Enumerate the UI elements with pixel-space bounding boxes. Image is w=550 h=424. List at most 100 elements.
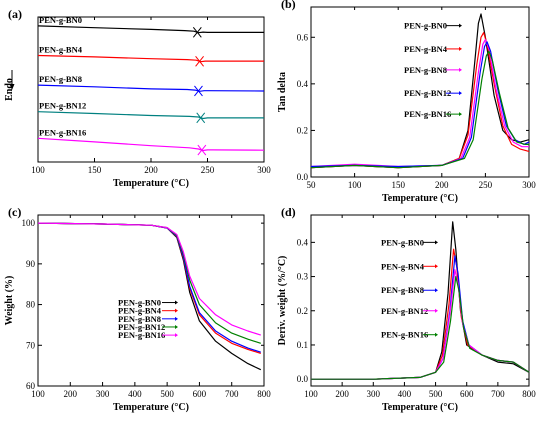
x-tick-label: 200 (144, 165, 158, 175)
series-label: PEN-g-BN0 (39, 15, 82, 25)
x-tick-label: 100 (304, 389, 318, 399)
y-tick-label: 90 (26, 259, 36, 269)
x-tick-label: 600 (460, 389, 474, 399)
x-tick-label: 700 (225, 389, 239, 399)
legend-arrowhead (435, 264, 438, 269)
y-tick-label: 0.4 (297, 237, 309, 247)
legend-arrowhead (435, 288, 438, 293)
legend-arrowhead (459, 46, 462, 51)
y-axis-label: Deriv. weight (%/°C) (277, 256, 288, 346)
x-tick-label: 700 (491, 389, 505, 399)
x-tick-label: 100 (31, 389, 45, 399)
x-axis-label: Temperature (°C) (382, 193, 458, 204)
y-tick-label: 0.2 (297, 125, 308, 135)
legend-label: PEN-g-BN4 (118, 306, 162, 316)
plot-frame (310, 214, 530, 387)
panel-label: (a) (8, 7, 22, 21)
legend-arrowhead (459, 67, 462, 72)
series-line-pen-g-bn4 (37, 54, 264, 63)
endo-arrowhead (9, 84, 15, 90)
x-axis-label: Temperature (°C) (113, 178, 189, 189)
series-line-pen-g-bn16 (310, 50, 529, 169)
y-tick-label: 60 (26, 381, 36, 391)
y-tick-label: 0.1 (297, 340, 308, 350)
x-tick-label: 100 (348, 180, 362, 190)
tangent-marker (196, 112, 206, 124)
series-label: PEN-g-BN8 (39, 74, 82, 84)
x-tick-label: 150 (88, 165, 102, 175)
x-tick-label: 100 (31, 165, 45, 175)
series-line-pen-g-bn12 (37, 111, 264, 120)
y-tick-label: 0.3 (297, 272, 309, 282)
series-line-pen-g-bn16 (37, 137, 265, 152)
legend-arrowhead (435, 308, 438, 313)
x-tick-label: 400 (398, 389, 412, 399)
x-tick-label: 200 (435, 180, 449, 190)
x-tick-label: 800 (257, 389, 271, 399)
legend-label: PEN-g-BN0 (118, 298, 161, 308)
tangent-marker (195, 56, 204, 67)
legend-label: PEN-g-BN12 (381, 306, 428, 316)
y-axis-label: Tan delta (277, 72, 288, 112)
panel-label: (c) (8, 205, 21, 219)
tangent-marker (197, 144, 207, 156)
x-tick-label: 600 (193, 389, 207, 399)
series-line-pen-g-bn0 (37, 222, 262, 371)
x-tick-label: 300 (96, 389, 110, 399)
legend-arrowhead (459, 112, 462, 117)
legend-label: PEN-g-BN16 (404, 109, 451, 119)
x-tick-label: 200 (335, 389, 349, 399)
legend-arrowhead (175, 308, 178, 313)
plot-frame (310, 6, 530, 178)
x-tick-label: 150 (391, 180, 405, 190)
x-tick-label: 200 (64, 389, 78, 399)
legend-arrowhead (175, 300, 178, 305)
panel-label: (b) (281, 0, 296, 11)
y-tick-label: 100 (22, 218, 36, 228)
y-tick-label: 70 (26, 340, 36, 350)
series-line-pen-g-bn16 (311, 276, 530, 380)
y-tick-label: 0.6 (297, 32, 309, 42)
series-line-pen-g-bn8 (311, 255, 530, 380)
series-label: PEN-g-BN16 (39, 127, 86, 137)
tangent-marker (192, 27, 202, 38)
x-tick-label: 300 (522, 180, 536, 190)
legend-label: PEN-g-BN12 (404, 88, 451, 98)
legend-arrowhead (175, 324, 178, 329)
y-tick-label: 0.0 (297, 374, 309, 384)
legend-label: PEN-g-BN8 (118, 314, 161, 324)
x-tick-label: 300 (367, 389, 381, 399)
x-axis-label: Temperature (°C) (113, 402, 189, 413)
y-axis-label: Weight (%) (4, 276, 15, 326)
x-tick-label: 800 (522, 389, 536, 399)
legend-label: PEN-g-BN4 (404, 44, 448, 54)
legend-arrowhead (175, 333, 178, 338)
legend-label: PEN-g-BN4 (381, 261, 425, 271)
legend-label: PEN-g-BN12 (118, 322, 165, 332)
series-line-pen-g-bn0 (37, 25, 264, 34)
x-tick-label: 250 (479, 180, 493, 190)
x-tick-label: 500 (429, 389, 443, 399)
legend-arrowhead (435, 332, 438, 337)
series-label: PEN-g-BN4 (39, 44, 83, 54)
plot-frame (37, 214, 265, 387)
chart-panel-3: 100 200 300 400 500 600 700 80060708090100(c)Te… (4, 205, 271, 413)
legend-arrowhead (459, 23, 462, 28)
series-line-pen-g-bn8 (37, 84, 265, 92)
legend-arrowhead (175, 316, 178, 321)
legend-label: PEN-g-BN16 (118, 330, 165, 340)
legend-label: PEN-g-BN16 (381, 330, 428, 340)
series-label: PEN-g-BN12 (39, 101, 86, 111)
legend-label: PEN-g-BN8 (404, 65, 447, 75)
legend-arrowhead (459, 91, 462, 96)
legend-arrowhead (435, 240, 438, 245)
chart-panel-2: 50 100 150 200 250 300 0.0 0.2 0.4 0.6 (b) Temperat… (277, 0, 536, 204)
x-axis-label: Temperature (°C) (382, 402, 458, 413)
panel-label: (d) (281, 205, 296, 219)
x-tick-label: 400 (128, 389, 142, 399)
y-tick-label: 0.0 (297, 172, 309, 182)
y-tick-label: 80 (26, 300, 36, 310)
x-tick-label: 250 (201, 165, 215, 175)
legend-label: PEN-g-BN8 (381, 285, 424, 295)
